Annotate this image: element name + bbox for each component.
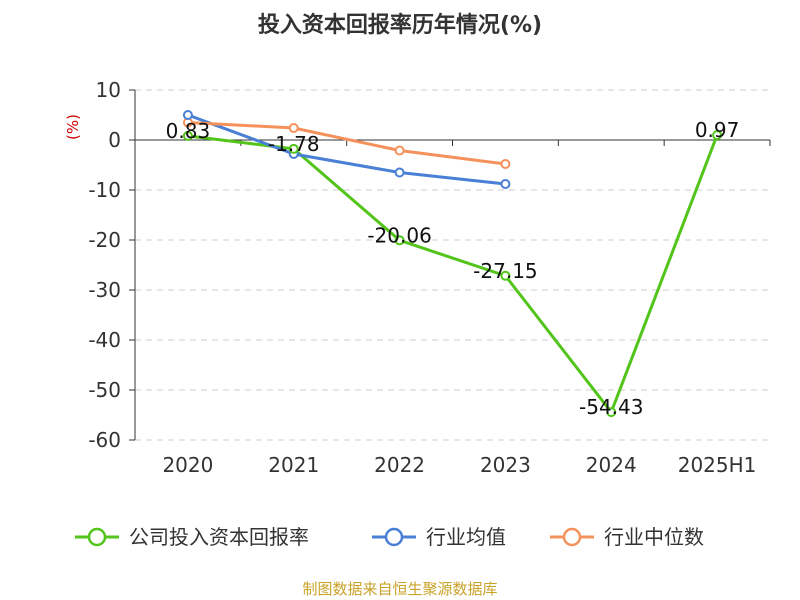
data-point-2 [288, 123, 299, 133]
y-tick-label: -50 [88, 378, 121, 402]
data-point-0 [288, 143, 299, 154]
y-tick-label: -40 [88, 328, 121, 352]
series-group [182, 110, 723, 418]
y-tick-label: -60 [88, 428, 121, 452]
legend-label: 行业均值 [426, 525, 506, 549]
data-point-0 [606, 407, 617, 418]
data-point-0 [500, 270, 511, 281]
data-label: -27.15 [473, 259, 537, 283]
y-tick-label: 10 [96, 78, 121, 102]
data-label: 0.83 [166, 119, 211, 143]
legend-item: 行业均值 [372, 525, 506, 549]
x-tick-label: 2020 [162, 453, 213, 477]
data-label: 0.97 [695, 118, 740, 142]
data-point-2 [500, 159, 511, 169]
x-tick-label: 2021 [268, 453, 319, 477]
legend-swatch-marker [384, 527, 404, 547]
data-label: -20.06 [367, 223, 431, 247]
x-tick-label: 2023 [480, 453, 531, 477]
data-point-0 [394, 235, 405, 246]
series-line-1 [187, 113, 506, 186]
data-labels: 0.83 -1.78 -20.06 -27.15 -54.43 0.97 [166, 118, 740, 419]
legend-swatch-marker [562, 527, 582, 547]
data-point-1 [500, 179, 511, 189]
series-line-2 [187, 121, 506, 166]
y-tick-label: 0 [108, 128, 121, 152]
y-tick-label: -20 [88, 228, 121, 252]
legend-label: 公司投入资本回报率 [129, 525, 309, 549]
series-line-0 [187, 134, 719, 414]
data-label: -54.43 [579, 395, 643, 419]
x-tick-label: 2024 [586, 453, 637, 477]
x-tick-label: 2025H1 [678, 453, 757, 477]
source-note: 制图数据来自恒生聚源数据库 [302, 580, 497, 598]
y-axis-label: (%) [64, 114, 82, 140]
legend-label: 行业中位数 [604, 525, 704, 549]
data-label: -1.78 [268, 132, 320, 156]
data-point-2 [394, 145, 405, 156]
data-point-1 [182, 110, 193, 120]
axes: 10 0 -10 -20 -30 -40 -50 -60 2020 2021 2022 2023 202… [88, 78, 771, 477]
grid-lines [135, 89, 770, 441]
legend: 公司投入资本回报率 行业均值 行业中位数 [75, 525, 704, 549]
y-tick-label: -30 [88, 278, 121, 302]
data-point-1 [394, 167, 405, 178]
y-tick-label: -10 [88, 178, 121, 202]
legend-swatch-marker [87, 527, 107, 547]
data-point-0 [182, 130, 193, 141]
x-tick-label: 2022 [374, 453, 425, 477]
legend-item: 公司投入资本回报率 [75, 525, 309, 549]
data-point-0 [712, 130, 723, 141]
chart-title: 投入资本回报率历年情况(%) [258, 12, 542, 38]
legend-item: 行业中位数 [550, 525, 704, 549]
